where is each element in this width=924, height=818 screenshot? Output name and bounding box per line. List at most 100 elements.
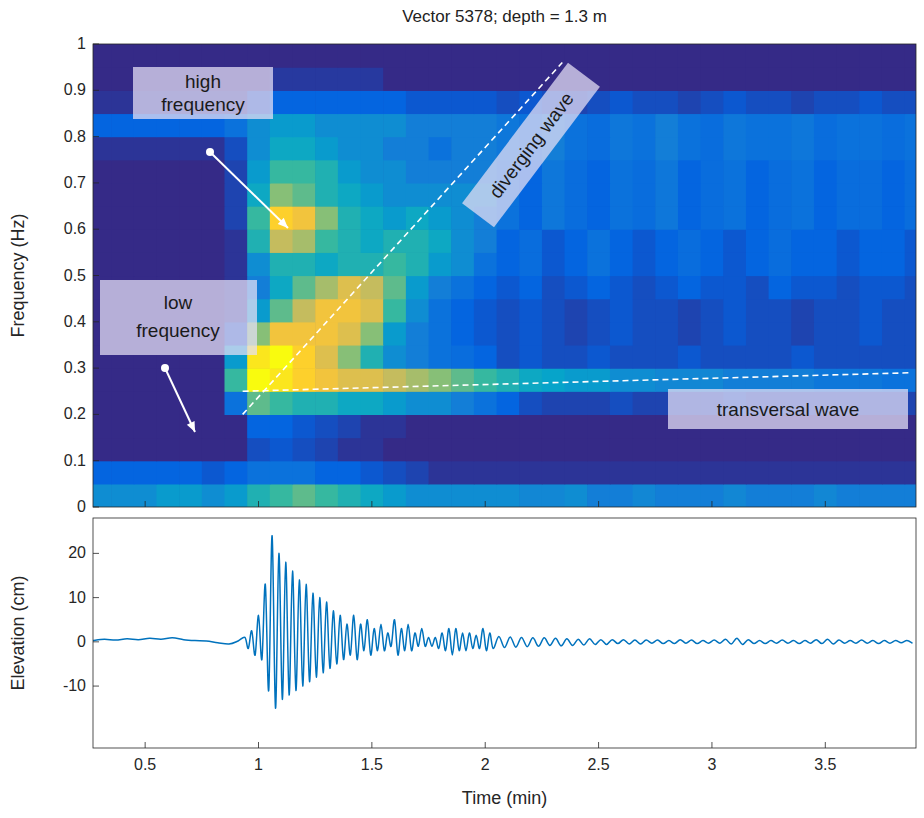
heatmap-cell [202,414,225,438]
y-tick [93,553,99,554]
heatmap-cell [270,113,293,137]
heatmap-cell [746,229,769,253]
heatmap-cell [429,229,452,253]
heatmap-cell [655,299,678,323]
heatmap-cell [519,252,542,276]
annotation-rotated: diverging wave [462,63,600,228]
heatmap-cell [519,299,542,323]
heatmap-cell [134,137,157,161]
heatmap-cell [93,391,112,415]
heatmap-cell [315,322,338,346]
heatmap-cell [293,183,316,207]
heatmap-cell [610,44,633,68]
y-tick-label: 0.9 [64,81,86,98]
heatmap-cell [701,44,724,68]
heatmap-cell [247,252,270,276]
heatmap-cell [882,44,905,68]
heatmap-cell [655,206,678,230]
heatmap-cell [270,368,293,392]
heatmap-cell [270,484,293,507]
heatmap-cell [519,276,542,300]
heatmap-cell [814,438,837,462]
heatmap-cell [746,137,769,161]
heatmap-cell [746,484,769,507]
heatmap-cell [93,137,112,161]
heatmap-cell [293,391,316,415]
heatmap-cell [746,461,769,485]
heatmap-cell [565,183,588,207]
heatmap-cell [247,44,270,68]
heatmap-cell [383,276,406,300]
heatmap-cell [882,438,905,462]
arrow-dot [161,364,169,372]
x-tick [598,501,599,507]
heatmap-cell [519,391,542,415]
heatmap-cell [882,345,905,369]
heatmap-cell [633,276,656,300]
heatmap-cell [610,391,633,415]
y-tick [93,44,99,45]
heatmap-cell [837,252,860,276]
heatmap-cell [361,391,384,415]
heatmap-cell [769,461,792,485]
heatmap-cell [859,438,882,462]
heatmap-cell [859,67,882,91]
heatmap-cell [587,322,610,346]
heatmap-cell [383,113,406,137]
heatmap-cell [451,484,474,507]
heatmap-cell [338,252,361,276]
heatmap-cell [587,113,610,137]
heatmap-cell [111,183,134,207]
x-tick [485,742,486,748]
arrow-head [278,218,288,228]
heatmap-cell [93,484,112,507]
heatmap-cell [837,322,860,346]
heatmap-cell [406,160,429,184]
heatmap-cell [224,160,247,184]
heatmap-cell [814,252,837,276]
heatmap-cell [837,137,860,161]
heatmap-cell [859,90,882,114]
heatmap-cell [134,414,157,438]
arrow-head [187,421,195,432]
heatmap-cell [814,137,837,161]
heatmap-cell [111,368,134,392]
heatmap-cell [859,484,882,507]
heatmap-cell [723,345,746,369]
heatmap-cell [429,206,452,230]
heatmap-cell [701,229,724,253]
heatmap-cell [315,206,338,230]
heatmap-cell [519,44,542,68]
annotation-label: highfrequency [161,71,245,115]
heatmap-cell [451,252,474,276]
heatmap-cell [633,183,656,207]
heatmap-cell [633,113,656,137]
heatmap-cell [451,461,474,485]
heatmap-cell [497,368,520,392]
heatmap-cell [474,229,497,253]
heatmap-cell [769,183,792,207]
heatmap-cell [814,113,837,137]
heatmap-cell [179,183,202,207]
heatmap-cell [338,322,361,346]
y-axis-title: Frequency (Hz) [8,213,28,337]
heatmap-cell [406,183,429,207]
heatmap-cell [655,90,678,114]
heatmap-cell [837,345,860,369]
heatmap-cell [224,438,247,462]
heatmap-cell [202,229,225,253]
y-tick [93,641,99,642]
heatmap-cell [270,299,293,323]
heatmap-cell [905,438,916,462]
y-tick-label: 0.4 [64,313,86,330]
heatmap-cell [769,484,792,507]
heatmap-cell [202,438,225,462]
heatmap-cell [383,44,406,68]
heatmap-cell [655,252,678,276]
heatmap-cell [293,44,316,68]
heatmap-cell [93,206,112,230]
heatmap-cell [429,183,452,207]
heatmap-cell [542,368,565,392]
heatmap-cell [383,345,406,369]
x-tick [598,742,599,748]
